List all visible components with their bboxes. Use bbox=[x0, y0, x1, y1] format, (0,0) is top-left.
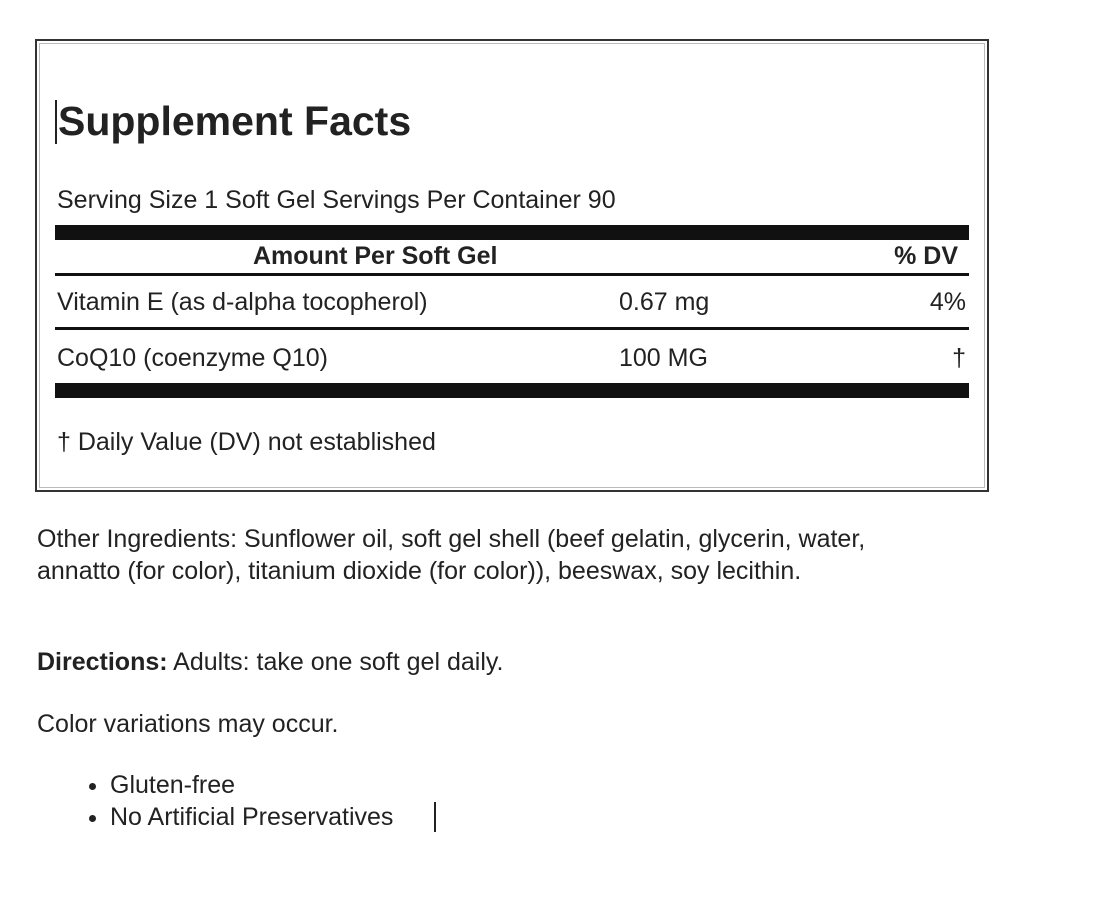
thick-rule bbox=[55, 225, 969, 240]
feature-item: No Artificial Preservatives bbox=[110, 801, 393, 833]
rule bbox=[55, 327, 969, 330]
other-ingredients: Other Ingredients: Sunflower oil, soft g… bbox=[37, 525, 866, 585]
supplement-facts-panel bbox=[35, 39, 989, 492]
rule bbox=[55, 273, 969, 276]
text-cursor bbox=[434, 802, 436, 832]
nutrient-name: CoQ10 (coenzyme Q10) bbox=[57, 344, 328, 372]
footnote: † Daily Value (DV) not established bbox=[57, 428, 436, 456]
nutrient-amount: 0.67 mg bbox=[619, 288, 710, 316]
feature-list: Gluten-free No Artificial Preservatives bbox=[0, 769, 393, 833]
feature-item: Gluten-free bbox=[110, 769, 393, 801]
amount-header: Amount Per Soft Gel bbox=[253, 242, 498, 270]
nutrient-name: Vitamin E (as d-alpha tocopherol) bbox=[57, 288, 428, 316]
directions-label: Directions: bbox=[37, 648, 168, 676]
directions-text: Adults: take one soft gel daily. bbox=[173, 648, 504, 676]
dv-header: % DV bbox=[894, 242, 958, 270]
serving-info: Serving Size 1 Soft Gel Servings Per Con… bbox=[57, 186, 616, 214]
panel-title: Supplement Facts bbox=[58, 98, 412, 144]
text-cursor bbox=[55, 100, 57, 144]
thick-rule bbox=[55, 383, 969, 398]
nutrient-amount: 100 MG bbox=[619, 344, 708, 372]
nutrient-dv: 4% bbox=[929, 288, 966, 316]
note: Color variations may occur. bbox=[37, 710, 339, 738]
nutrient-dv: † bbox=[952, 344, 966, 372]
directions: Directions: Adults: take one soft gel da… bbox=[37, 647, 503, 677]
